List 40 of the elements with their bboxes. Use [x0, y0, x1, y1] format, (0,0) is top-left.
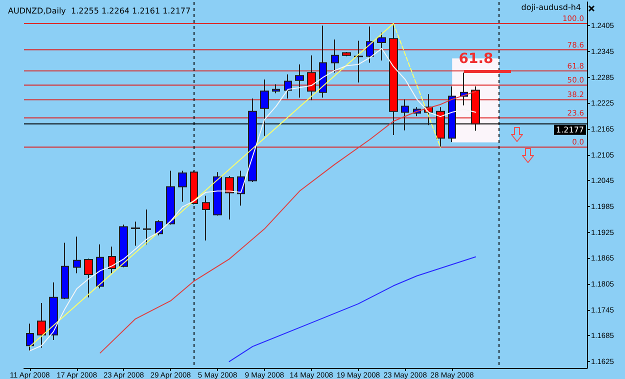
candlestick: [260, 79, 269, 136]
candlestick: [108, 246, 116, 274]
candlestick: [471, 86, 480, 132]
candlestick: [213, 172, 222, 216]
text: AUDNZD,Daily 1.2255 1.2264 1.2161 1.2177: [8, 6, 191, 16]
line-series: [228, 256, 476, 362]
candlestick: [319, 25, 327, 98]
candlestick: [73, 236, 81, 274]
candlestick: [190, 170, 198, 205]
candlestick: [61, 242, 69, 300]
candlestick: [131, 221, 140, 246]
candlestick: [307, 54, 316, 101]
candlestick: [295, 64, 304, 98]
candlestick: [354, 40, 363, 84]
candlestick: [436, 106, 445, 148]
line-series: [100, 91, 476, 354]
candlestick: [377, 32, 386, 62]
candlestick: [331, 38, 339, 74]
candlestick: [96, 244, 104, 289]
candlestick: [49, 282, 58, 341]
candlestick: [272, 84, 280, 94]
candlestick: [448, 86, 456, 142]
candlestick: [202, 195, 210, 242]
candlestick: [366, 26, 374, 64]
candlestick: [342, 51, 351, 57]
ref-line-label: 1.2177: [556, 125, 584, 134]
candlestick: [401, 98, 409, 131]
candlestick: [143, 209, 151, 245]
annotation: doji-audusd-h4: [521, 3, 581, 12]
candlestick: [26, 323, 34, 352]
candlestick: [178, 170, 187, 202]
candlestick: [37, 302, 46, 348]
candlestick: [389, 23, 398, 136]
candlestick: [225, 175, 234, 220]
candlestick: [166, 170, 175, 226]
annotation: 61.8: [458, 51, 494, 67]
candlestick: [84, 258, 93, 298]
candlestick: [284, 74, 292, 99]
candlestick: [119, 224, 128, 268]
candlestick: [248, 98, 257, 182]
